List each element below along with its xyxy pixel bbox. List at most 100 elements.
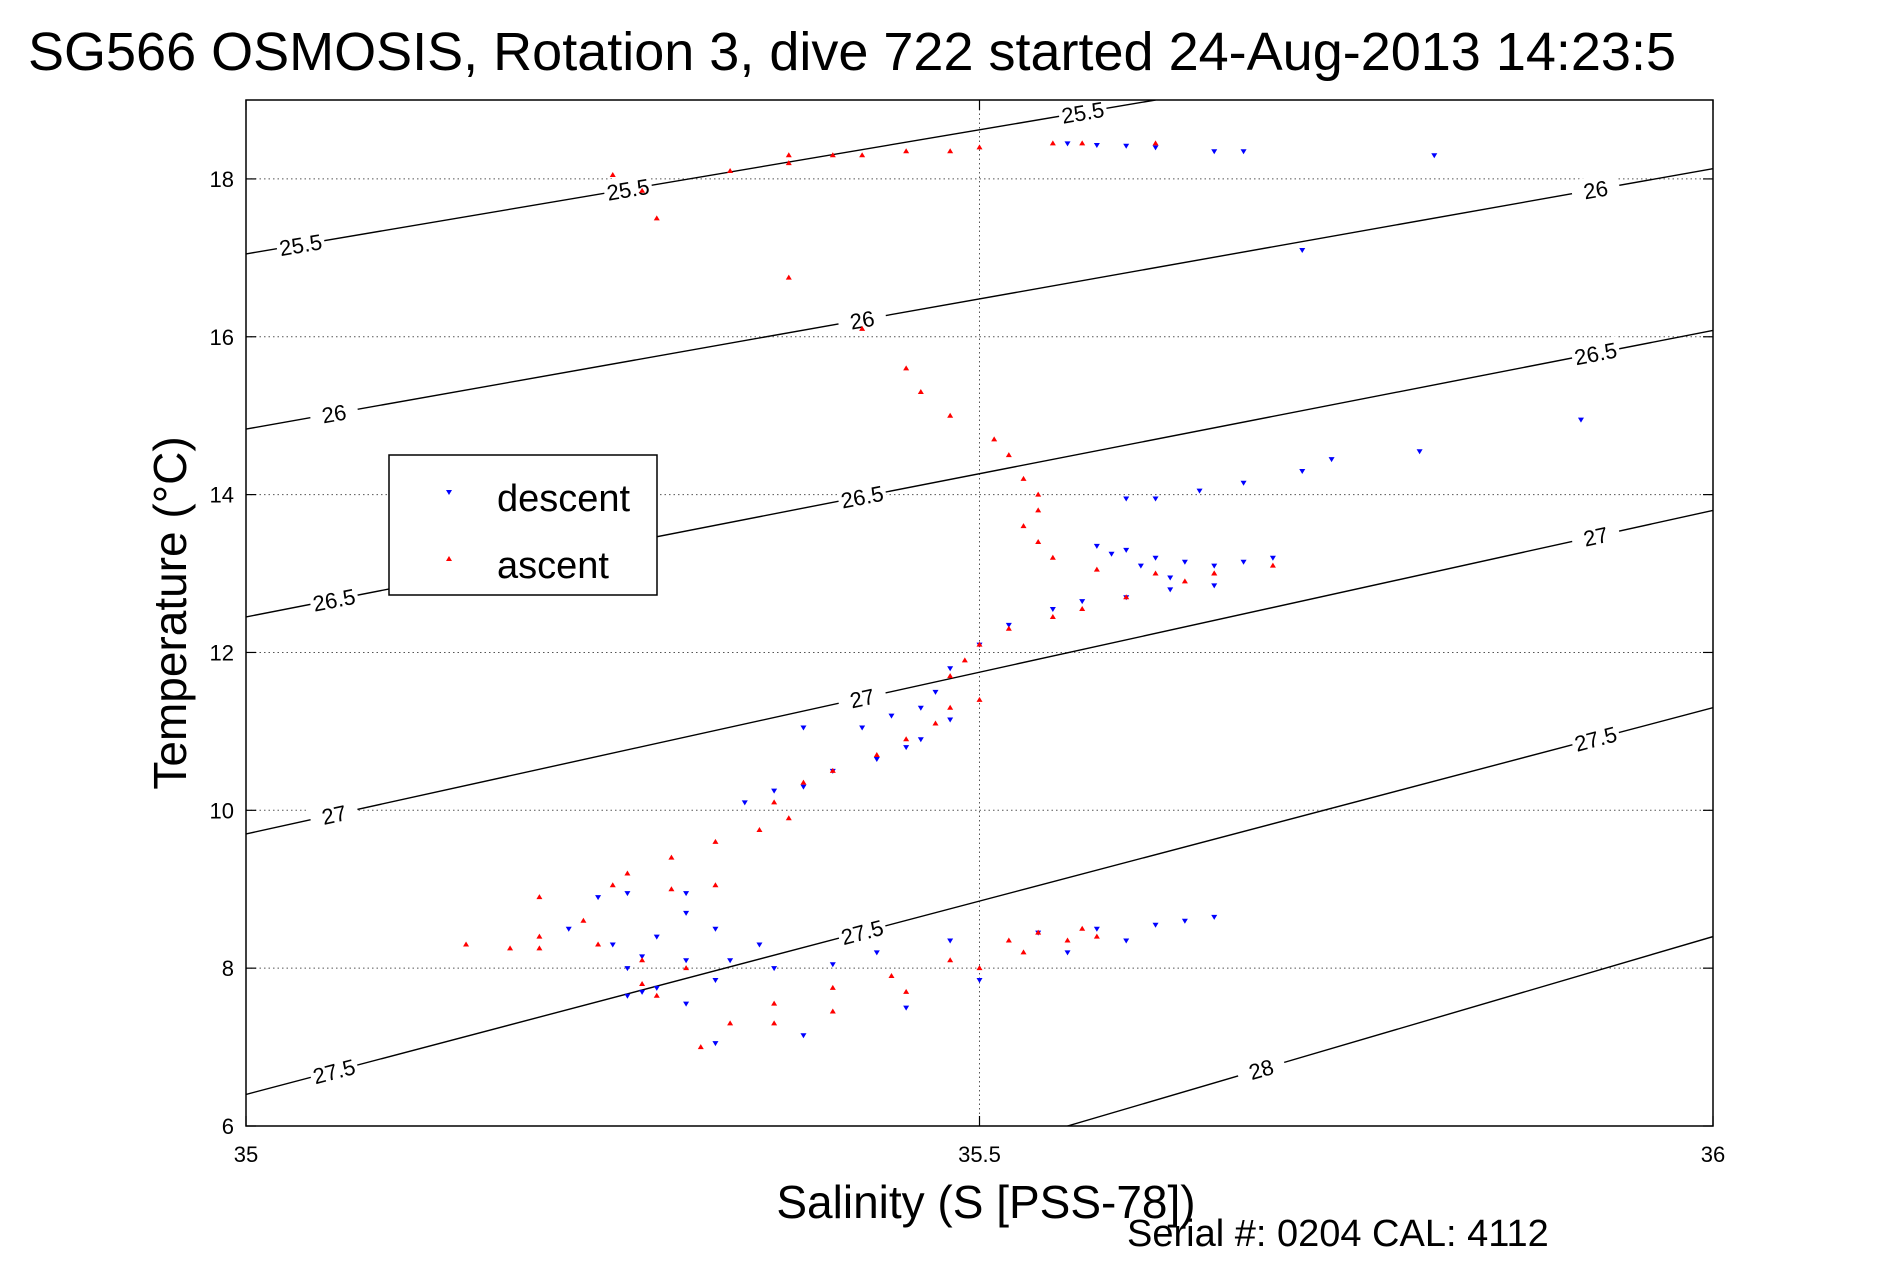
y-axis-label: Temperature (°C) xyxy=(144,436,196,789)
density-contour-label: 25.5 xyxy=(274,227,327,262)
descent-point xyxy=(800,1033,807,1039)
density-contour-line xyxy=(246,707,1713,1096)
ascent-point xyxy=(1093,566,1100,572)
density-contour-line xyxy=(246,100,1156,255)
descent-point xyxy=(947,938,954,944)
ascent-point xyxy=(683,965,690,971)
descent-point xyxy=(712,926,719,932)
legend-ascent-label: ascent xyxy=(497,545,609,587)
ascent-point xyxy=(903,148,910,154)
descent-point xyxy=(639,954,646,960)
density-contour-label-bg xyxy=(307,796,361,833)
descent-point xyxy=(712,977,719,983)
descent-point xyxy=(1181,918,1188,924)
ascent-point xyxy=(1020,475,1027,481)
ascent-point xyxy=(595,941,602,947)
descent-point xyxy=(741,800,748,806)
descent-point xyxy=(829,962,836,968)
descent-point xyxy=(1152,145,1159,151)
descent-point xyxy=(903,1005,910,1011)
ascent-point xyxy=(639,957,646,963)
descent-point xyxy=(595,895,602,901)
ascent-point xyxy=(712,838,719,844)
ascent-point xyxy=(1181,578,1188,584)
ascent-point xyxy=(1079,606,1086,612)
ascent-point xyxy=(1123,594,1130,600)
ascent-point xyxy=(624,870,631,876)
descent-point xyxy=(1577,417,1584,423)
ascent-point xyxy=(1005,452,1012,458)
density-contour-label-text: 25.5 xyxy=(277,229,323,261)
ascent-point xyxy=(961,657,968,663)
descent-point xyxy=(683,958,690,964)
descent-point xyxy=(1093,142,1100,148)
descent-point xyxy=(609,942,616,948)
descent-point xyxy=(1269,555,1276,561)
ascent-point xyxy=(947,704,954,710)
descent-point xyxy=(653,985,660,991)
legend-descent-marker xyxy=(446,490,452,495)
descent-point xyxy=(859,725,866,731)
ascent-point xyxy=(536,933,543,939)
ascent-point xyxy=(976,144,983,150)
ascent-point xyxy=(609,882,616,888)
descent-point xyxy=(1123,143,1130,149)
ascent-point xyxy=(639,980,646,986)
ascent-point xyxy=(888,973,895,979)
descent-point xyxy=(947,717,954,723)
ascent-point xyxy=(976,965,983,971)
descent-point xyxy=(1137,563,1144,569)
x-tick-label: 35 xyxy=(234,1142,258,1167)
descent-point xyxy=(653,934,660,940)
density-contour-label: 25.5 xyxy=(602,172,654,207)
ascent-point xyxy=(507,945,514,951)
legend-box xyxy=(388,454,658,596)
ascent-point xyxy=(859,152,866,158)
density-contour-label: 26.5 xyxy=(836,479,889,514)
ascent-point xyxy=(1020,949,1027,955)
density-contour-label: 28 xyxy=(1234,1049,1288,1089)
ascent-point xyxy=(829,152,836,158)
ascent-point xyxy=(463,941,470,947)
descent-point xyxy=(873,950,880,956)
y-tick-label: 12 xyxy=(210,640,234,665)
ascent-point xyxy=(785,152,792,158)
density-contour-label-bg xyxy=(835,680,889,716)
ascent-point xyxy=(1049,140,1056,146)
legend: descent ascent xyxy=(388,454,658,596)
density-contour-label: 26 xyxy=(836,302,889,337)
legend-ascent-marker xyxy=(446,556,452,561)
grid-lines xyxy=(245,100,1714,1127)
ascent-point xyxy=(609,171,616,177)
descent-point xyxy=(565,926,572,932)
descent-point xyxy=(1005,622,1012,628)
ascent-point xyxy=(1269,562,1276,568)
density-contour-label: 26 xyxy=(308,396,360,431)
y-tick-label: 14 xyxy=(210,483,234,508)
descent-point xyxy=(624,891,631,897)
ascent-point xyxy=(771,1000,778,1006)
descent-point xyxy=(1328,457,1335,463)
ascent-point xyxy=(991,436,998,442)
ascent-point xyxy=(697,1044,704,1050)
ascent-point xyxy=(1035,507,1042,513)
chart-title: SG566 OSMOSIS, Rotation 3, dive 722 star… xyxy=(28,22,1676,82)
ascent-point xyxy=(947,148,954,154)
density-contour-label: 25.5 xyxy=(1056,100,1109,130)
density-contour-label-text: 26 xyxy=(1581,176,1609,205)
ascent-point xyxy=(1079,140,1086,146)
density-contour-label-text: 27.5 xyxy=(838,915,886,950)
y-tick-label: 16 xyxy=(210,325,234,350)
descent-point xyxy=(1211,149,1218,155)
descent-point xyxy=(1079,599,1086,605)
ascent-point xyxy=(1035,491,1042,497)
density-contour-label-text: 26.5 xyxy=(1572,337,1619,370)
descent-point xyxy=(683,891,690,897)
x-axis-label: Salinity (S [PSS-78]) xyxy=(776,1176,1195,1228)
density-contour-label-text: 27 xyxy=(319,800,348,830)
density-contour-label-bg xyxy=(835,913,889,951)
density-contour-line xyxy=(1067,935,1713,1126)
descent-point xyxy=(873,757,880,763)
descent-point xyxy=(683,910,690,916)
